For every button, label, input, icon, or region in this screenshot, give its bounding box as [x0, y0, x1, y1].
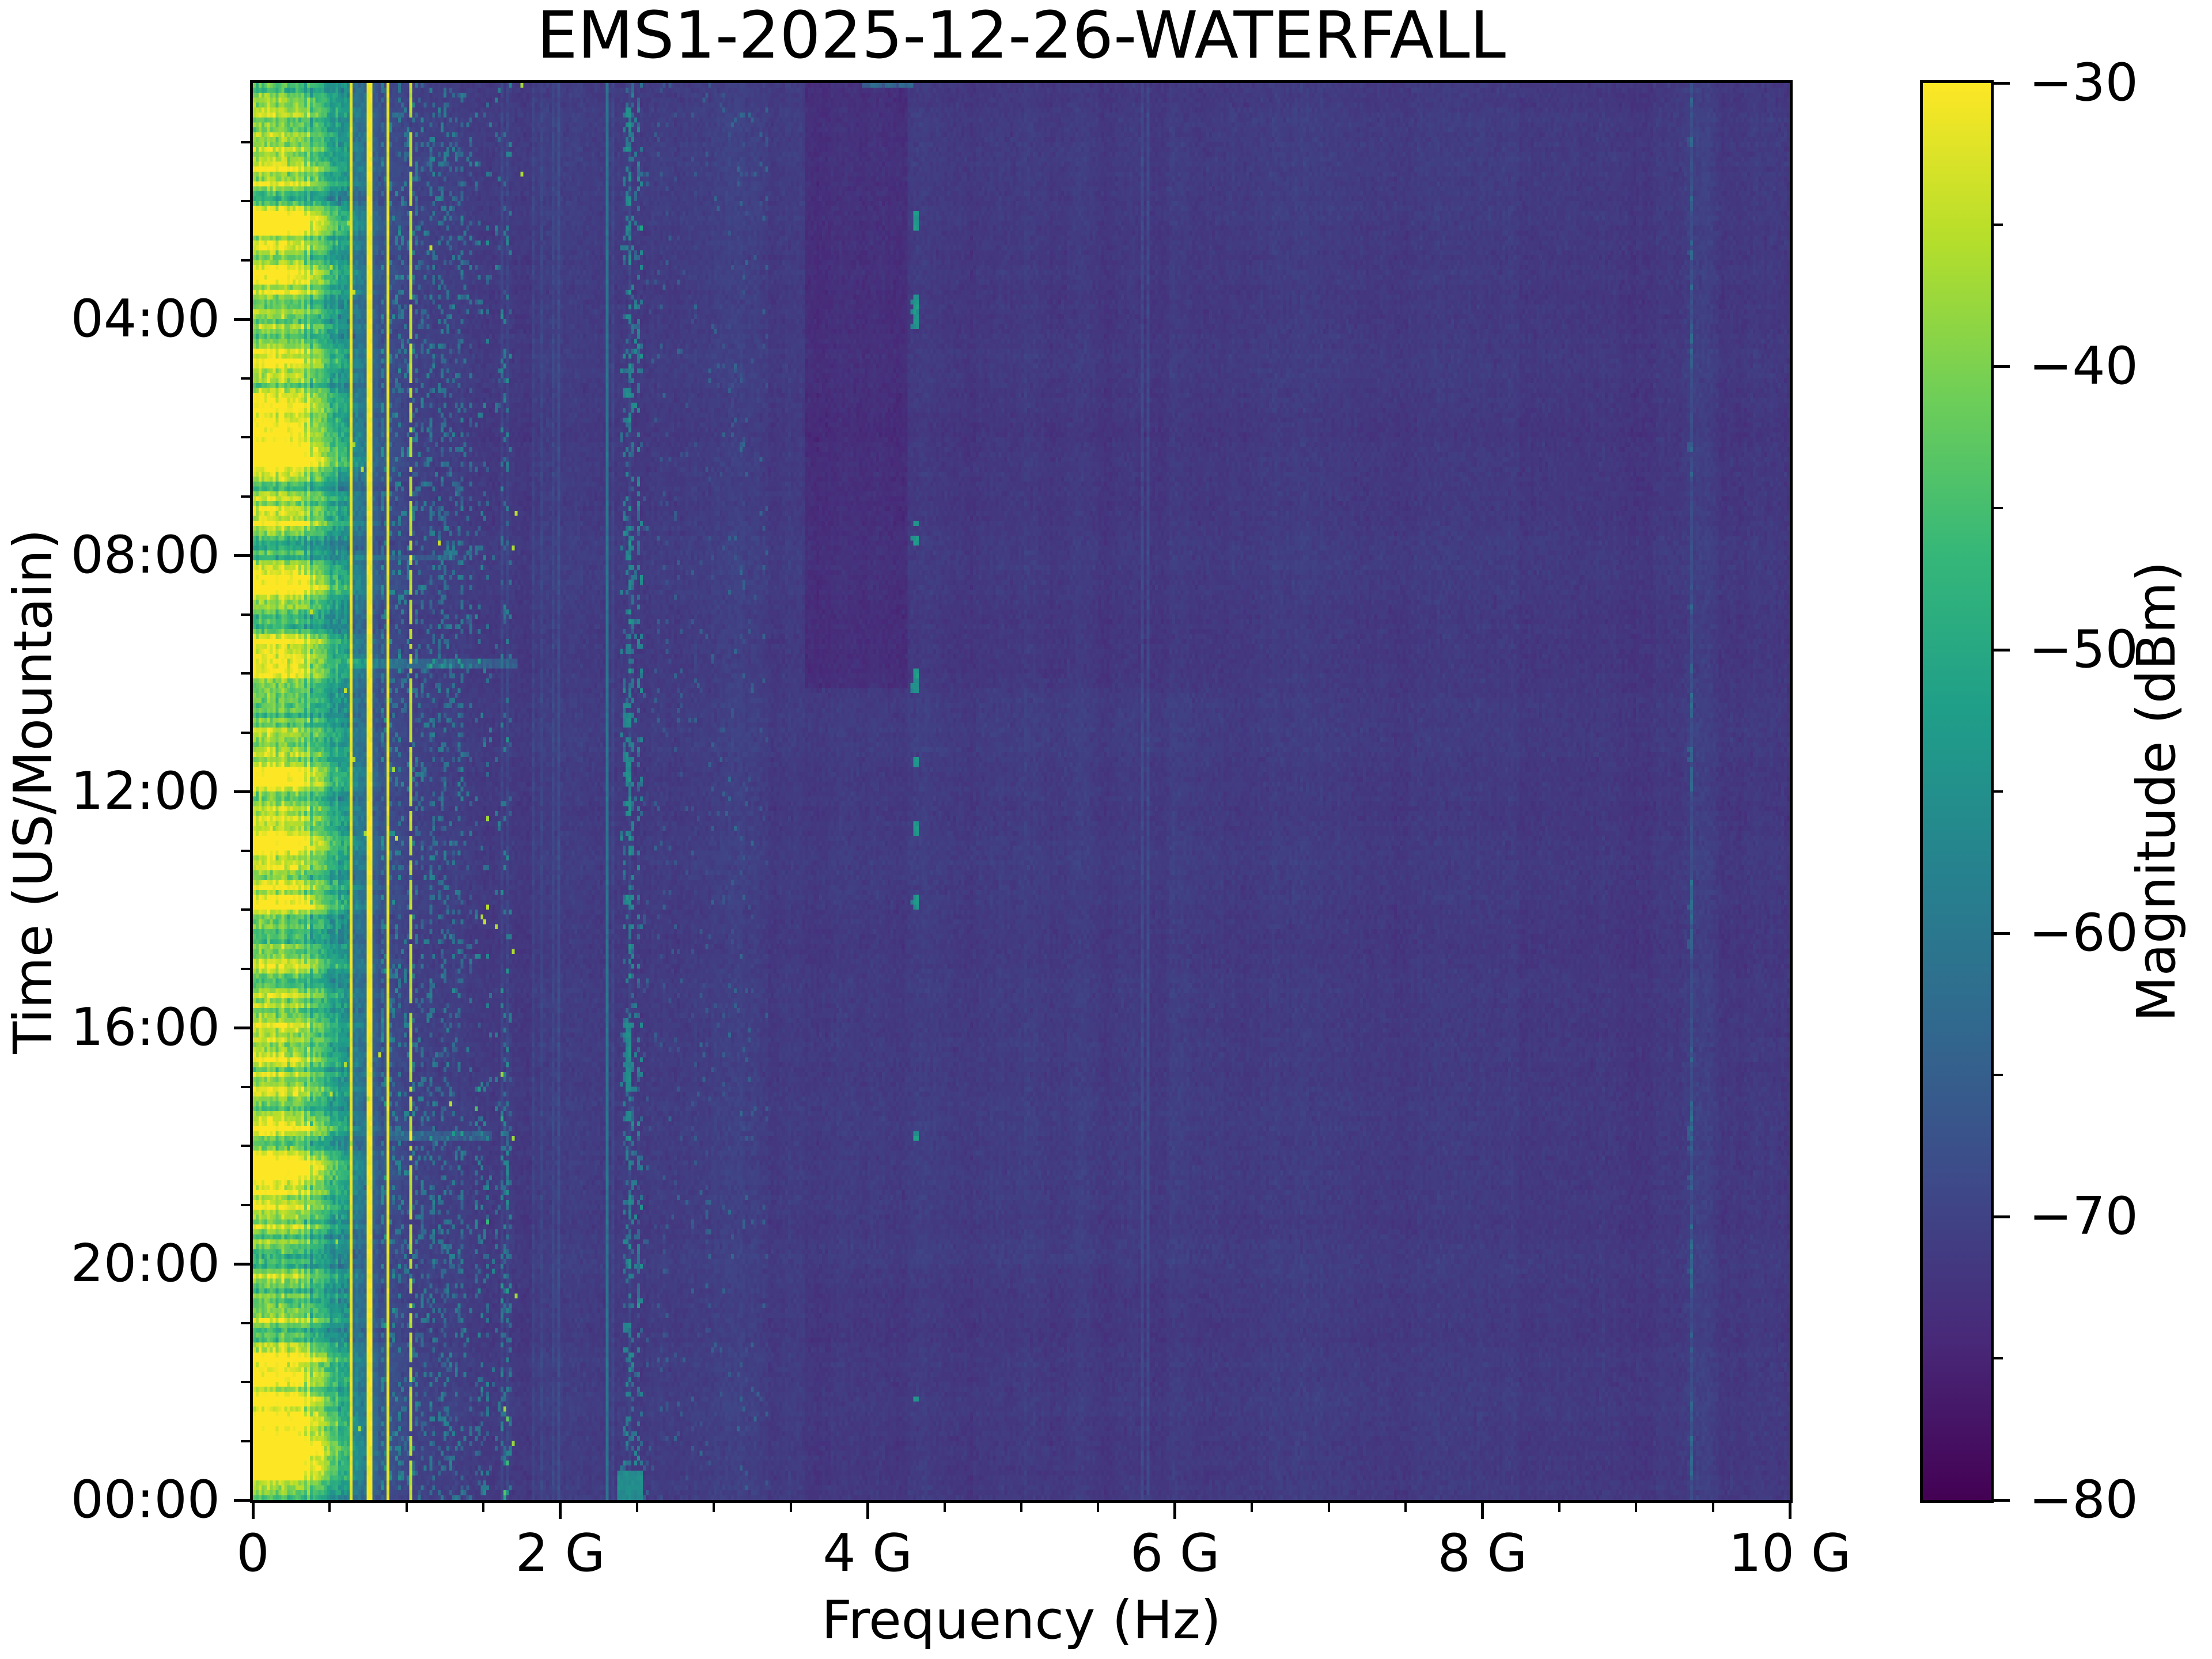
- y-minor-tick: [241, 436, 250, 438]
- y-tick-label: 16:00: [70, 997, 220, 1058]
- y-minor-tick: [241, 908, 250, 911]
- x-tick-label: 0: [236, 1523, 270, 1584]
- y-minor-tick: [241, 613, 250, 616]
- x-tick-label: 2 G: [515, 1523, 605, 1584]
- x-axis-label: Frequency (Hz): [821, 1589, 1221, 1651]
- y-tick-label: 04:00: [70, 289, 220, 349]
- colorbar-tick-label: −60: [2029, 903, 2138, 963]
- x-minor-tick: [405, 1503, 408, 1512]
- y-major-tick: [234, 554, 250, 557]
- y-tick-label: 12:00: [70, 761, 220, 821]
- y-tick-label: 08:00: [70, 525, 220, 585]
- x-tick-label: 8 G: [1437, 1523, 1528, 1584]
- x-minor-tick: [943, 1503, 946, 1512]
- y-major-tick: [234, 1026, 250, 1029]
- plot-frame: [250, 80, 1793, 1503]
- chart-title: EMS1-2025-12-26-WATERFALL: [536, 0, 1506, 73]
- colorbar-tick-label: −50: [2029, 619, 2138, 680]
- x-minor-tick: [1327, 1503, 1330, 1512]
- y-minor-tick: [241, 1145, 250, 1147]
- x-major-tick: [1788, 1503, 1791, 1519]
- x-minor-tick: [1020, 1503, 1022, 1512]
- y-major-tick: [234, 1262, 250, 1266]
- waterfall-heatmap-canvas: [253, 83, 1790, 1500]
- x-tick-label: 10 G: [1728, 1523, 1851, 1584]
- y-minor-tick: [241, 1321, 250, 1324]
- colorbar-tick-label: −40: [2029, 336, 2138, 396]
- colorbar-tick-label: −80: [2029, 1469, 2138, 1530]
- y-tick-label: 20:00: [70, 1233, 220, 1294]
- colorbar-major-tick: [1994, 365, 2010, 368]
- colorbar-major-tick: [1994, 648, 2010, 652]
- colorbar: [1920, 80, 1994, 1503]
- x-major-tick: [251, 1503, 255, 1519]
- y-minor-tick: [241, 672, 250, 675]
- x-minor-tick: [1404, 1503, 1407, 1512]
- y-major-tick: [234, 1498, 250, 1502]
- y-minor-tick: [241, 200, 250, 202]
- colorbar-minor-tick: [1994, 1357, 2003, 1359]
- colorbar-tick-label: −30: [2029, 52, 2138, 113]
- colorbar-minor-tick: [1994, 1074, 2003, 1076]
- x-minor-tick: [1558, 1503, 1560, 1512]
- x-major-tick: [866, 1503, 869, 1519]
- x-major-tick: [1173, 1503, 1177, 1519]
- x-minor-tick: [636, 1503, 638, 1512]
- y-tick-label: 00:00: [70, 1469, 220, 1530]
- colorbar-minor-tick: [1994, 790, 2003, 793]
- x-tick-label: 6 G: [1130, 1523, 1220, 1584]
- x-minor-tick: [1097, 1503, 1100, 1512]
- x-minor-tick: [1711, 1503, 1714, 1512]
- colorbar-minor-tick: [1994, 507, 2003, 509]
- y-minor-tick: [241, 495, 250, 498]
- y-minor-tick: [241, 1085, 250, 1088]
- x-minor-tick: [328, 1503, 331, 1512]
- x-minor-tick: [482, 1503, 485, 1512]
- y-major-tick: [234, 317, 250, 321]
- colorbar-tick-label: −70: [2029, 1186, 2138, 1247]
- y-minor-tick: [241, 1203, 250, 1206]
- y-minor-tick: [241, 1440, 250, 1442]
- y-minor-tick: [241, 259, 250, 262]
- y-minor-tick: [241, 1381, 250, 1383]
- colorbar-minor-tick: [1994, 224, 2003, 226]
- y-minor-tick: [241, 377, 250, 380]
- y-minor-tick: [241, 731, 250, 734]
- x-major-tick: [1480, 1503, 1484, 1519]
- colorbar-major-tick: [1994, 1498, 2010, 1502]
- x-minor-tick: [713, 1503, 715, 1512]
- colorbar-major-tick: [1994, 81, 2010, 85]
- colorbar-major-tick: [1994, 1215, 2010, 1218]
- x-major-tick: [559, 1503, 562, 1519]
- y-major-tick: [234, 790, 250, 793]
- y-minor-tick: [241, 141, 250, 143]
- colorbar-major-tick: [1994, 931, 2010, 935]
- x-minor-tick: [789, 1503, 792, 1512]
- x-minor-tick: [1635, 1503, 1638, 1512]
- x-tick-label: 4 G: [823, 1523, 912, 1584]
- x-minor-tick: [1251, 1503, 1253, 1512]
- y-minor-tick: [241, 849, 250, 852]
- y-minor-tick: [241, 967, 250, 970]
